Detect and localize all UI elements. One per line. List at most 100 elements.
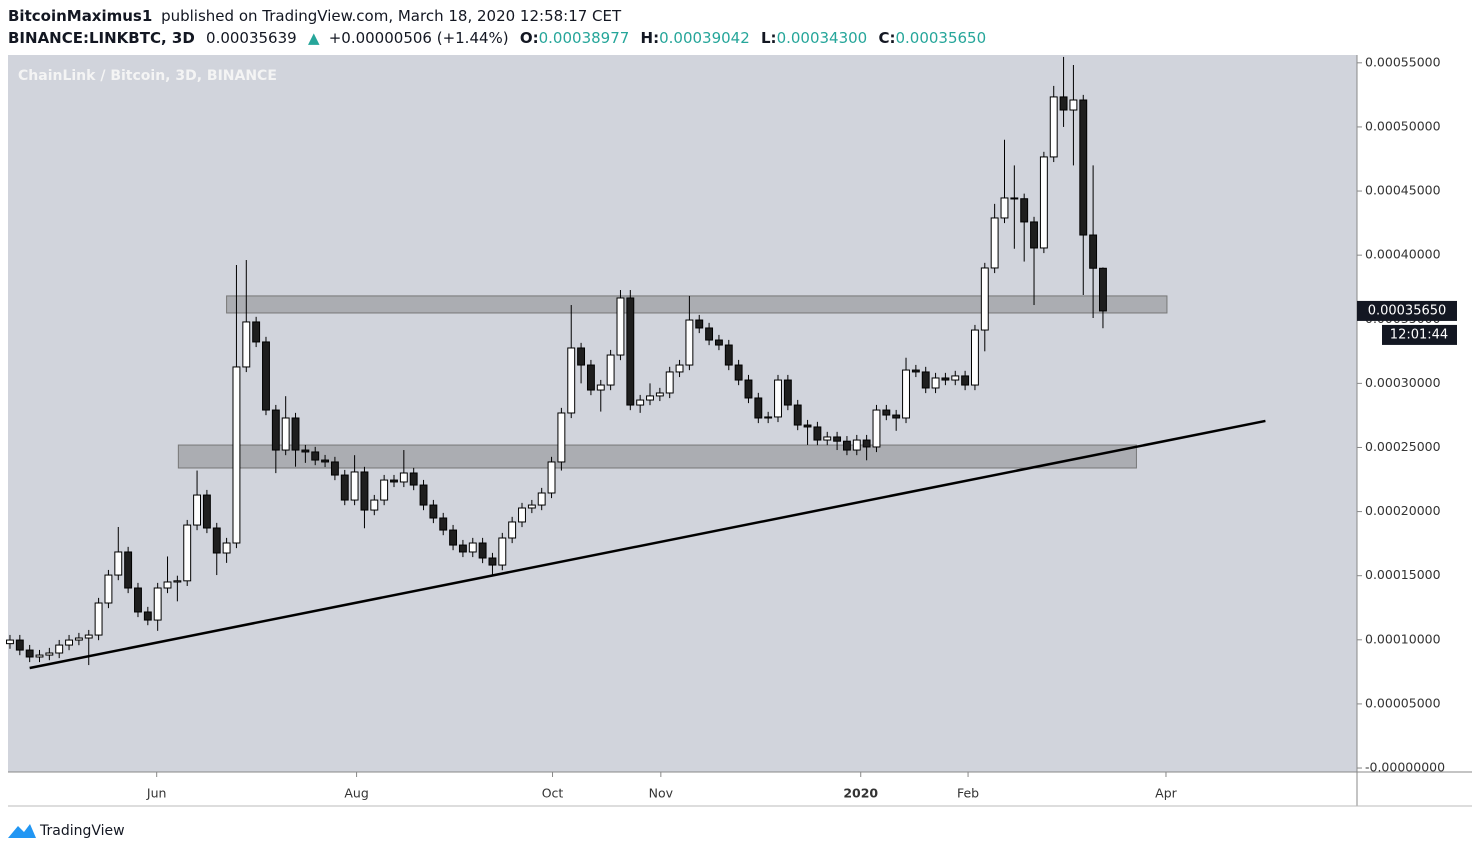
candle-body [25,649,34,658]
y-tick-label: 0.00015000 [1365,567,1441,582]
up-arrow: ▲ [308,29,320,47]
candle-body [409,472,418,486]
candle-body [1059,96,1068,111]
candle-body [764,416,773,419]
candle-body [1030,221,1038,249]
candle-body [754,397,763,419]
ohlc-value: 0.00038977 [539,29,630,47]
candle-body [340,474,349,501]
author: BitcoinMaximus1 [8,7,152,25]
candle-body [370,499,379,511]
candle-body [390,479,398,483]
candle-body [714,339,723,346]
ohlc-value: 0.00034300 [777,29,868,47]
x-tick-label: Nov [649,786,674,801]
x-tick-label: 2020 [843,786,878,801]
candle-body [577,347,586,366]
candle-body [862,439,871,448]
candle-body [65,639,73,646]
candle-body [734,364,743,381]
candle-body [636,399,645,406]
candle-body [744,379,753,399]
candle-body [15,639,24,651]
price-label-box [1357,300,1457,321]
y-tick-label: 0.00025000 [1365,439,1441,454]
candle-body [518,507,526,523]
candle-body [1079,99,1088,236]
candle-body [990,217,999,269]
candle-body [596,384,605,391]
candle-body [262,341,270,411]
candle-body [971,329,979,386]
candle-body [439,517,448,531]
candle-body [173,580,182,583]
candle-body [143,611,152,621]
candle-body [911,369,920,373]
header-line-1: BitcoinMaximus1 published on TradingView… [8,7,622,25]
candle-body [892,414,901,419]
candle-body [478,542,487,559]
zone [177,444,1137,469]
candle-body [567,347,576,414]
candle-body [527,504,536,509]
x-tick-label: Feb [957,786,979,801]
candle-body [833,436,842,442]
candle-body [626,297,635,406]
ohlc-value: 0.00035650 [895,29,986,47]
ohlc-key: C: [878,29,895,47]
ohlc-key: L: [761,29,777,47]
y-tick-label: 0.00005000 [1365,695,1441,710]
candle-body [724,344,733,366]
y-tick-label: 0.00020000 [1365,503,1441,518]
ohlc-key: H: [641,29,660,47]
candle-body [222,542,231,554]
candle-body [852,439,861,451]
candle-body [449,529,458,546]
candle-body [311,451,320,461]
candle-body [242,321,251,368]
chart-title: ChainLink / Bitcoin, 3D, BINANCE [18,68,277,84]
candle-body [931,377,940,389]
candle-body [193,494,202,526]
candle-body [586,364,595,391]
footer-logo: TradingView [8,823,125,839]
candle-body [646,395,654,401]
candle-body [468,542,477,553]
y-tick-label: 0.00030000 [1365,375,1441,390]
candle-body [45,652,54,656]
y-tick-label: 0.00040000 [1365,247,1441,262]
candle-body [232,366,241,544]
candle-body [557,412,566,463]
candle-body [665,371,674,394]
candle-body [980,267,989,331]
countdown: 12:01:44 [1390,327,1448,342]
price-label: 0.00035650 [1368,303,1447,318]
y-tick-label: 0.00010000 [1365,631,1441,646]
change: +0.00000506 (+1.44%) [329,29,509,47]
y-tick-label: -0.00000000 [1365,760,1445,775]
ohlc-value: 0.00039042 [659,29,750,47]
candle-body [419,484,428,506]
candle-body [74,637,83,641]
candle-body [153,587,162,621]
candle-body [380,479,389,501]
candle-body [508,521,517,539]
candle-body [882,409,891,416]
candle-body [202,494,211,529]
candle-body [921,371,930,389]
ohlc-key: O: [520,29,539,47]
candle-body [941,377,950,381]
candle-body [547,461,556,494]
candle-body [360,471,369,511]
candle-body [961,375,970,386]
plot-area [8,55,1357,772]
candle-body [813,426,822,441]
x-tick-label: Apr [1155,786,1177,801]
candle-body [1010,197,1019,200]
candle-body [6,639,14,645]
candle-body [1049,96,1058,158]
trendline [29,419,1266,670]
y-tick-label: 0.00055000 [1365,54,1441,69]
